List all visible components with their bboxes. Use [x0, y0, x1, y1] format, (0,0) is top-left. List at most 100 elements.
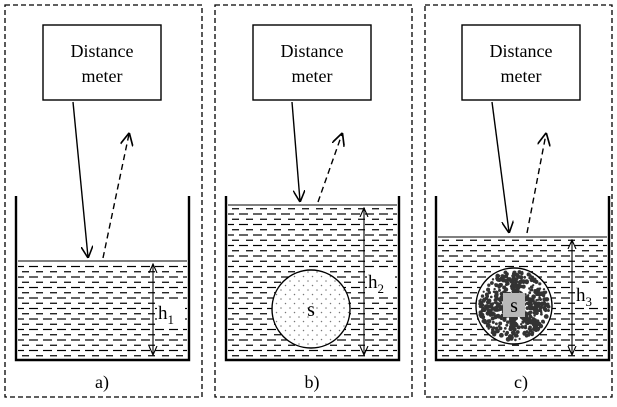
meter-box	[42, 24, 162, 101]
sphere-grain	[514, 321, 518, 325]
sphere-grain	[503, 278, 508, 283]
sphere-grain	[520, 325, 523, 329]
panel-caption: c)	[514, 372, 528, 393]
height-label: h1	[158, 303, 174, 327]
sphere-grain	[541, 292, 546, 297]
sphere-grain	[493, 314, 498, 320]
sphere-grain	[489, 295, 493, 299]
sphere-grain	[499, 301, 503, 305]
sphere-grain	[518, 337, 521, 340]
sphere-grain	[492, 311, 495, 314]
sphere-grain	[505, 323, 509, 327]
sphere-grain	[485, 311, 491, 316]
sphere-grain	[479, 311, 483, 315]
sphere-grain	[536, 319, 540, 323]
sphere-grain	[494, 283, 499, 288]
sphere-grain	[486, 319, 490, 323]
sphere-grain	[478, 302, 481, 306]
sphere-grain	[491, 302, 495, 305]
sphere-grain	[514, 280, 518, 284]
sphere-grain	[493, 287, 496, 291]
sphere-grain	[528, 291, 532, 295]
incident-beam-arrow	[291, 101, 300, 201]
sphere-grain	[517, 274, 520, 277]
sphere-grain	[480, 303, 484, 306]
sphere-label-box	[503, 293, 525, 317]
sphere-grain	[538, 282, 542, 286]
sphere-label: s	[510, 295, 518, 317]
reflected-beam-arrow	[526, 134, 546, 234]
sphere-grain	[494, 300, 498, 305]
sphere-grain	[514, 338, 517, 342]
sphere-grain	[483, 319, 486, 322]
sphere-grain	[517, 280, 523, 285]
sphere-grain	[487, 290, 492, 295]
sphere-grain	[528, 287, 531, 290]
panel-a: Distance meter h1 a)	[4, 4, 203, 398]
sphere-grain	[491, 278, 495, 281]
sphere-grain	[484, 292, 489, 297]
height-label-bg	[575, 283, 603, 307]
sphere-grain	[523, 275, 527, 279]
reflected-beam-arrow	[102, 134, 129, 259]
sphere-grain	[498, 304, 503, 309]
sphere-grain	[498, 288, 501, 292]
sphere-grain	[509, 279, 515, 284]
panel-caption: a)	[95, 372, 109, 393]
sphere-grain	[527, 311, 532, 316]
sphere-grain	[495, 296, 499, 300]
sphere-grain	[518, 270, 522, 274]
sphere-grain	[505, 336, 511, 342]
sphere-grain	[497, 285, 501, 289]
sphere-grain	[540, 311, 543, 314]
sphere-grain	[524, 279, 529, 284]
meter-label-line2: meter	[292, 66, 333, 86]
meter-box	[461, 24, 581, 101]
panel-b: Distance meter s h2 b)	[214, 4, 413, 398]
sphere-grain	[534, 310, 539, 316]
sphere-grain	[513, 327, 517, 331]
sphere-grain	[528, 304, 533, 308]
sphere-grain	[532, 301, 538, 306]
sphere-grain	[521, 320, 525, 324]
sphere-grain	[534, 279, 539, 284]
sphere-grain	[535, 304, 539, 308]
sphere-grain	[544, 309, 548, 313]
height-label-bg	[157, 301, 185, 325]
sphere-grain	[482, 290, 485, 293]
sphere-label: s	[307, 299, 315, 321]
sphere-grain	[520, 270, 524, 274]
sphere-grain	[494, 292, 499, 297]
panel-frame	[4, 4, 203, 398]
sphere-grain	[541, 301, 547, 306]
sphere-grain	[518, 275, 524, 280]
sphere-grain	[538, 323, 544, 329]
sphere-grain	[525, 301, 530, 306]
sphere-grain	[502, 330, 506, 333]
sphere: s	[475, 267, 553, 345]
sphere-grain	[526, 272, 531, 277]
sphere-grain	[533, 314, 536, 317]
sphere-grain	[489, 325, 493, 329]
sphere-grain	[546, 302, 550, 307]
sphere-grain	[509, 321, 514, 326]
sphere-grain	[490, 305, 494, 309]
sphere-grain	[497, 309, 501, 312]
sphere-grain	[542, 288, 546, 291]
height-label-bg	[367, 270, 395, 294]
sphere-grain	[515, 330, 520, 334]
sphere-grain	[500, 274, 505, 278]
sphere-grain	[530, 297, 535, 302]
sphere-grain	[540, 305, 544, 309]
sphere-grain	[513, 285, 518, 289]
panel-frame	[424, 4, 613, 398]
sphere-grain	[530, 315, 533, 319]
sphere-grain	[479, 298, 482, 301]
sphere-grain	[479, 315, 483, 319]
sphere-grain	[536, 301, 541, 306]
sphere-grain	[531, 327, 535, 331]
sphere-grain	[490, 281, 494, 285]
sphere-grain	[491, 326, 496, 330]
sphere-grain	[486, 300, 489, 304]
